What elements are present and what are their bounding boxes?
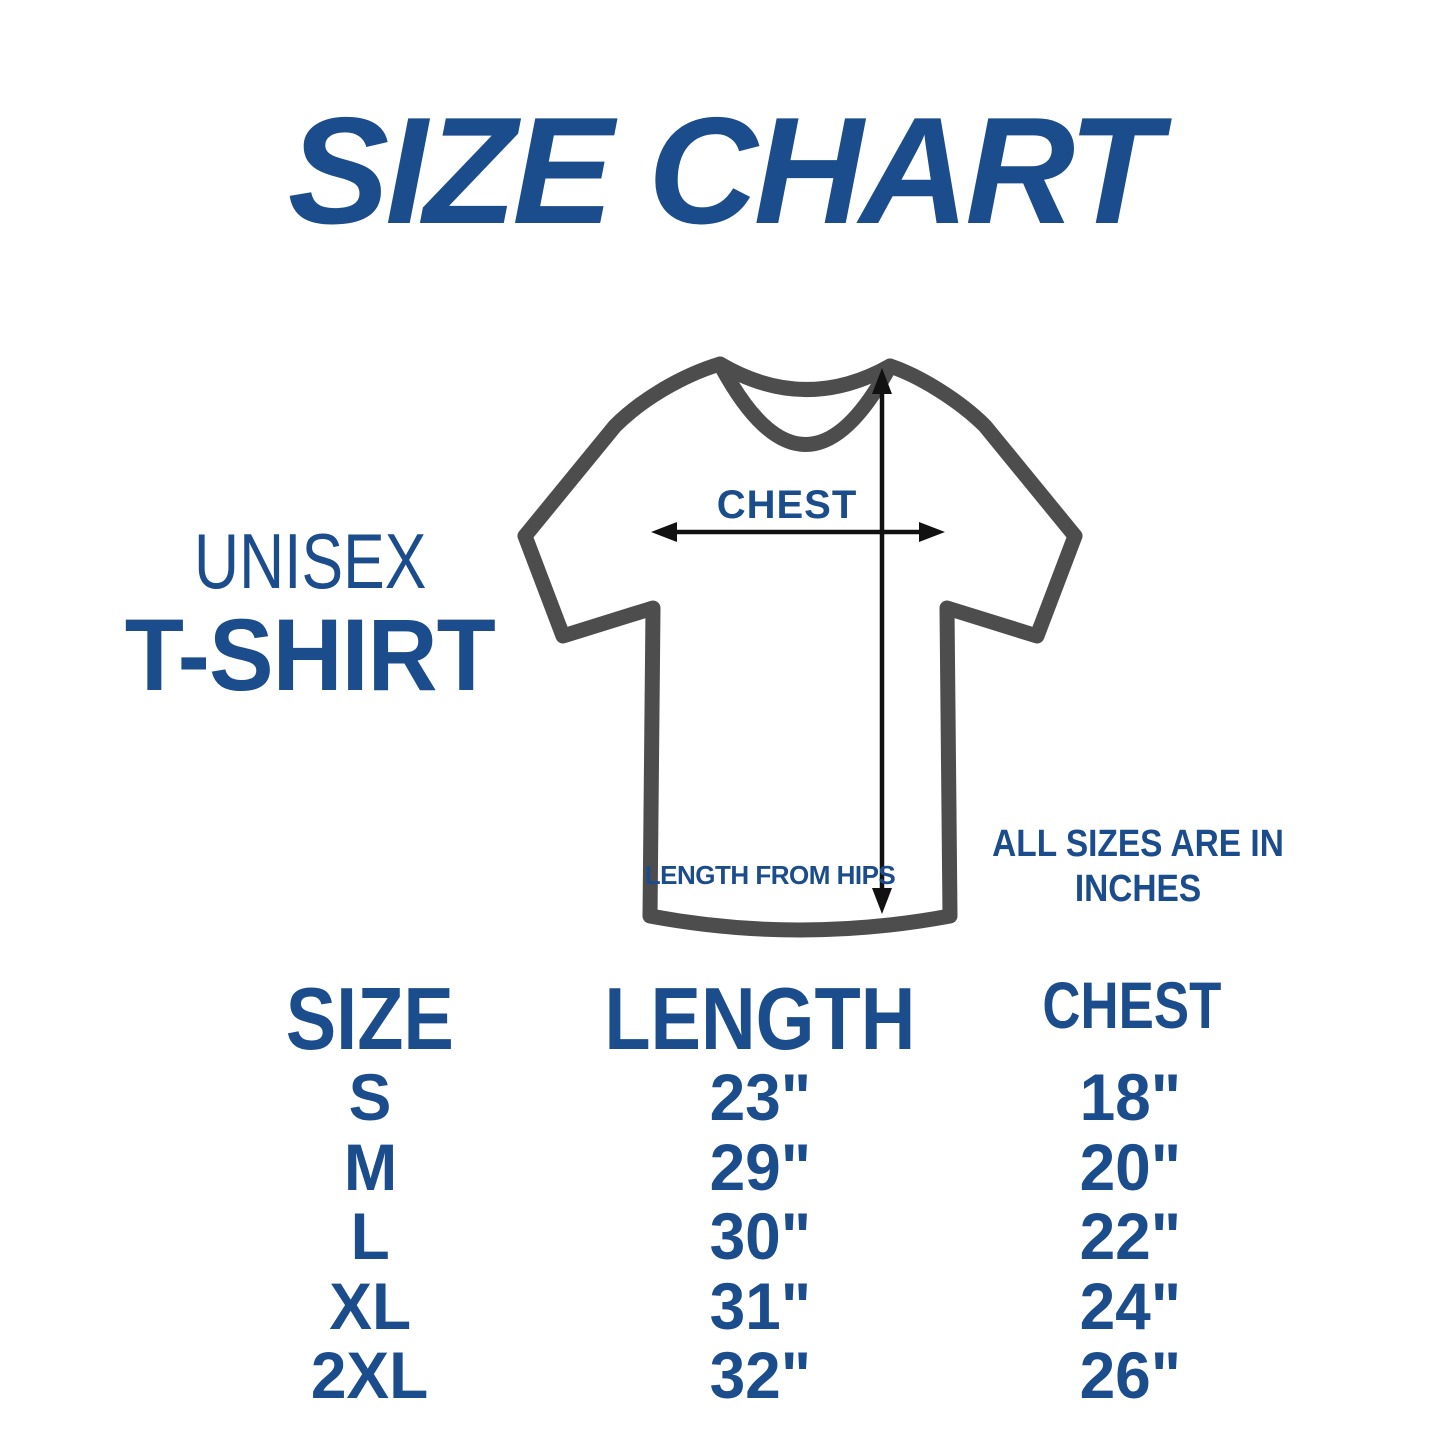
product-line-tshirt-text: T-SHIRT (124, 598, 496, 712)
product-line-tshirt: T-SHIRT (95, 598, 525, 712)
table-row: M 29" 20" (240, 1129, 1240, 1204)
cell-size: M (343, 1129, 397, 1204)
size-table: SIZE LENGTH CHEST S 23" 18" M 29" 20" L … (240, 968, 1240, 1412)
chest-label: CHEST (717, 483, 858, 527)
tshirt-diagram: CHEST LENGTH FROM HIPS (505, 336, 1095, 964)
cell-length: 32" (709, 1338, 811, 1412)
cell-chest: 20" (1079, 1129, 1181, 1204)
table-row: S 23" 18" (240, 1060, 1240, 1134)
cell-length: 30" (709, 1199, 811, 1273)
tshirt-outline (517, 356, 1083, 938)
tshirt-diagram-svg: CHEST LENGTH FROM HIPS (517, 356, 1083, 938)
cell-size: S (348, 1060, 392, 1134)
sizes-note-line2: INCHES (1074, 868, 1202, 910)
cell-chest: 26" (1079, 1338, 1181, 1412)
chest-arrow (651, 522, 945, 542)
length-arrow (872, 368, 892, 914)
sizes-note: ALL SIZES ARE IN INCHES (980, 822, 1297, 912)
cell-length: 29" (709, 1129, 811, 1204)
cell-chest: 24" (1079, 1268, 1181, 1343)
tshirt-collar (712, 356, 898, 452)
table-row: L 30" 22" (240, 1199, 1240, 1273)
cell-size: XL (329, 1268, 411, 1343)
sizes-note-line1: ALL SIZES ARE IN (992, 823, 1284, 865)
header-chest: CHEST (1042, 968, 1222, 1042)
table-row: XL 31" 24" (240, 1268, 1240, 1343)
cell-chest: 18" (1079, 1060, 1181, 1134)
product-label: UNISEX T-SHIRT (95, 517, 525, 712)
product-line-unisex-text: UNISEX (193, 517, 427, 605)
size-table-header: SIZE LENGTH CHEST (240, 968, 1240, 1068)
table-row: 2XL 32" 26" (240, 1338, 1240, 1412)
cell-size: 2XL (311, 1338, 429, 1412)
cell-length: 23" (709, 1060, 811, 1134)
cell-chest: 22" (1079, 1199, 1181, 1273)
length-from-hips-label: LENGTH FROM HIPS (645, 860, 896, 890)
page-title: SIZE CHART (287, 86, 1161, 256)
header-length: LENGTH (604, 969, 916, 1068)
product-line-unisex: UNISEX (95, 517, 525, 605)
header-size: SIZE (285, 969, 455, 1068)
cell-length: 31" (709, 1268, 811, 1343)
cell-size: L (350, 1199, 390, 1273)
